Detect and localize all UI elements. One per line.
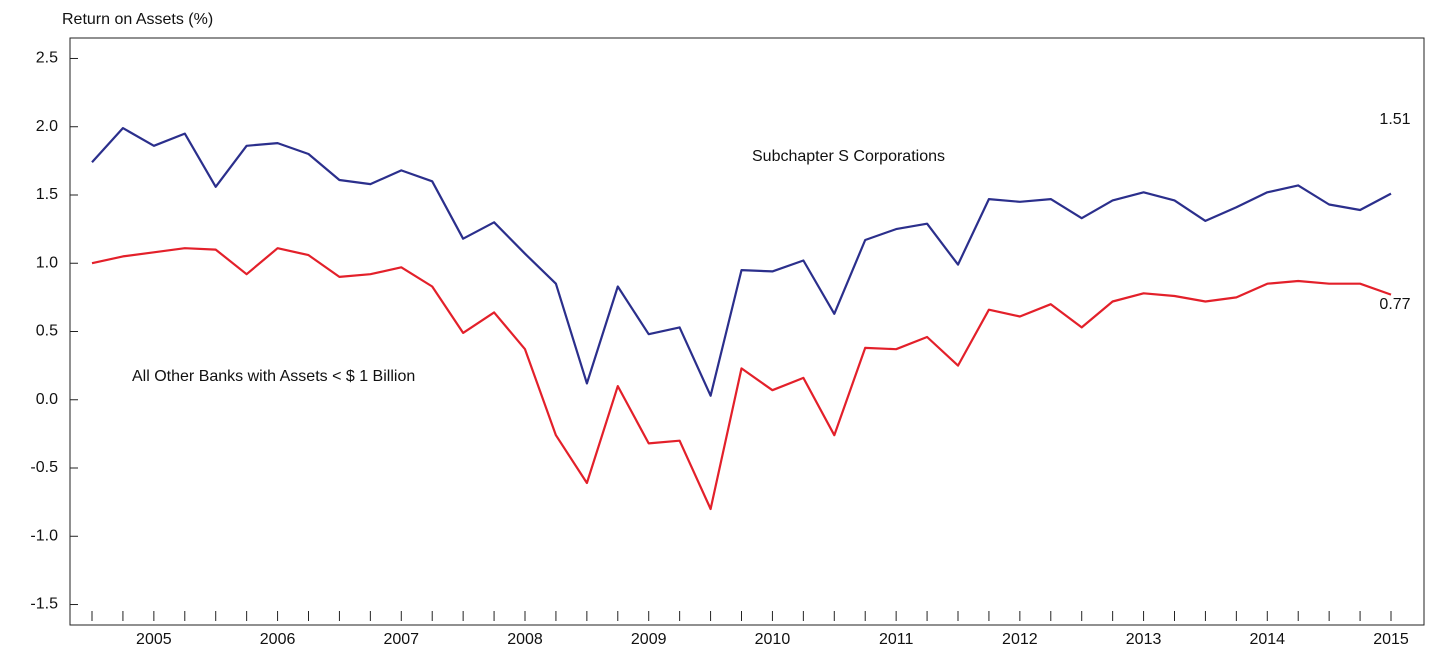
y-tick-label: 0.5 bbox=[36, 323, 58, 340]
y-tick-label: -1.0 bbox=[30, 527, 58, 544]
y-tick-label: 0.0 bbox=[36, 391, 58, 408]
x-tick-label: 2014 bbox=[1249, 631, 1285, 648]
end-value-label: 0.77 bbox=[1379, 296, 1410, 313]
end-value-label: 1.51 bbox=[1379, 111, 1410, 128]
x-tick-label: 2015 bbox=[1373, 631, 1409, 648]
x-tick-label: 2012 bbox=[1002, 631, 1038, 648]
x-tick-label: 2008 bbox=[507, 631, 543, 648]
y-tick-label: -0.5 bbox=[30, 459, 58, 476]
series-line bbox=[91, 247, 1392, 511]
x-tick-label: 2006 bbox=[260, 631, 296, 648]
y-tick-label: -1.5 bbox=[30, 596, 58, 613]
y-tick-label: 1.5 bbox=[36, 186, 58, 203]
x-tick-label: 2005 bbox=[136, 631, 172, 648]
y-tick-label: 2.5 bbox=[36, 50, 58, 67]
y-axis-label: Return on Assets (%) bbox=[62, 11, 213, 28]
x-tick-label: 2010 bbox=[755, 631, 791, 648]
y-tick-label: 1.0 bbox=[36, 254, 58, 271]
plot-frame bbox=[69, 37, 1425, 626]
series-label: All Other Banks with Assets < $ 1 Billio… bbox=[132, 368, 415, 385]
series-label: Subchapter S Corporations bbox=[752, 148, 945, 165]
x-tick-label: 2007 bbox=[383, 631, 419, 648]
x-tick-label: 2013 bbox=[1126, 631, 1162, 648]
y-tick-label: 2.0 bbox=[36, 118, 58, 135]
x-tick-label: 2011 bbox=[879, 631, 914, 648]
x-tick-label: 2009 bbox=[631, 631, 667, 648]
series-line bbox=[91, 127, 1392, 397]
